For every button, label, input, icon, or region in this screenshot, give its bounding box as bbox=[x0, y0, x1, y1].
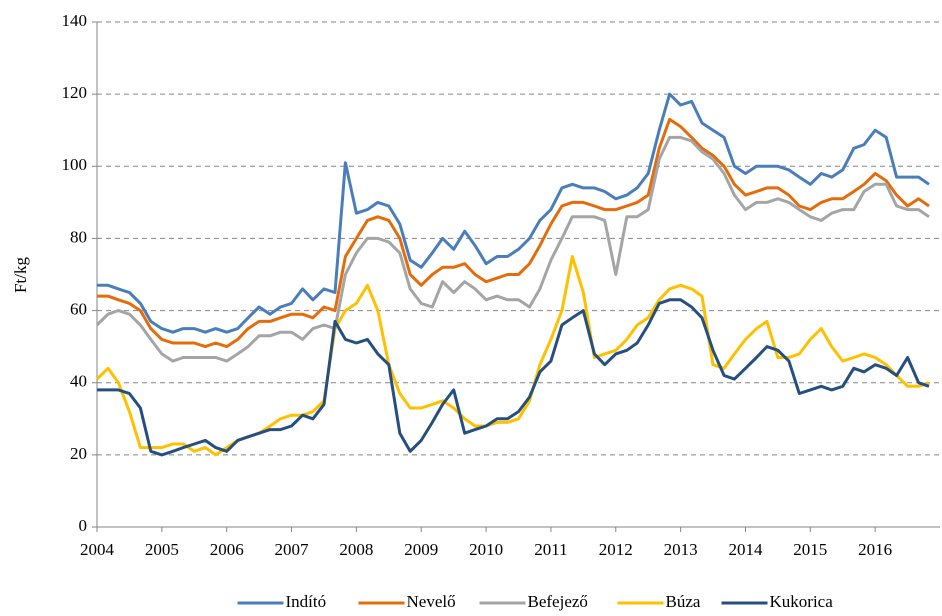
legend-label: Indító bbox=[286, 592, 327, 611]
y-axis-label: Ft/kg bbox=[11, 257, 30, 293]
line-series bbox=[97, 92, 930, 334]
line-series bbox=[97, 298, 930, 457]
y-tick-label: 0 bbox=[79, 516, 88, 535]
x-tick-label: 2010 bbox=[469, 540, 503, 559]
x-tick-label: 2007 bbox=[275, 540, 310, 559]
y-tick-label: 40 bbox=[70, 372, 87, 391]
y-tick-label: 80 bbox=[70, 227, 87, 246]
legend-label: Kukorica bbox=[770, 592, 834, 611]
line-series bbox=[97, 117, 930, 349]
y-tick-label: 60 bbox=[70, 299, 87, 318]
legend-label: Nevelő bbox=[407, 592, 456, 611]
y-tick-label: 100 bbox=[62, 155, 88, 174]
line-series bbox=[95, 255, 930, 457]
legend-label: Befejező bbox=[528, 592, 588, 611]
y-tick-label: 120 bbox=[62, 83, 88, 102]
x-tick-label: 2008 bbox=[339, 540, 373, 559]
legend-label: Búza bbox=[666, 592, 701, 611]
x-tick-label: 2016 bbox=[858, 540, 892, 559]
y-tick-label: 20 bbox=[70, 444, 87, 463]
x-tick-label: 2015 bbox=[793, 540, 827, 559]
x-tick-label: 2006 bbox=[210, 540, 244, 559]
x-tick-label: 2009 bbox=[404, 540, 438, 559]
x-tick-label: 2014 bbox=[728, 540, 763, 559]
x-tick-label: 2004 bbox=[80, 540, 115, 559]
line-series bbox=[95, 135, 930, 363]
x-tick-label: 2012 bbox=[599, 540, 633, 559]
x-tick-label: 2005 bbox=[145, 540, 179, 559]
x-tick-label: 2011 bbox=[534, 540, 567, 559]
y-tick-label: 140 bbox=[62, 11, 88, 30]
x-tick-label: 2013 bbox=[664, 540, 698, 559]
